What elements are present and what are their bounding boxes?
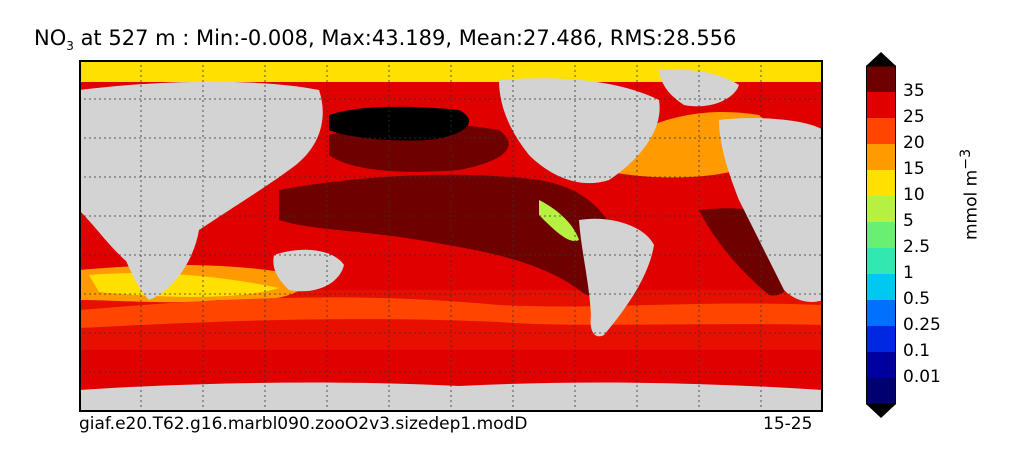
map-title: NO3 at 527 m : Min:-0.008, Max:43.189, M… [34,26,736,53]
land-africa [109,196,199,300]
colorbar-tick-label: 1 [903,263,914,283]
colorbar-segment [866,66,896,93]
colorbar-segment [866,248,896,275]
land-europe-africa-east [719,118,823,302]
land-south-america [579,218,654,337]
pacific-dark-red [279,174,619,298]
title-stats: at 527 m : Min:-0.008, Max:43.189, Mean:… [73,26,737,50]
colorbar-tick-label: 15 [903,159,925,179]
colorbar-tick-label: 0.5 [903,289,931,309]
bering-black-patch [329,106,469,141]
title-prefix: NO [34,26,67,50]
colorbar-tick-label: 10 [903,185,925,205]
colorbar-segment [866,92,896,119]
case-name-label: giaf.e20.T62.g16.marbl090.zooO2v3.sizede… [79,414,528,434]
east-pacific-upwelling [539,200,579,241]
map-gridlines [79,60,823,412]
colorbar-extend-bottom [866,404,896,418]
colorbar-segment [866,378,896,405]
colorbar-segment [866,352,896,379]
colorbar-tick-label: 0.1 [903,341,931,361]
colorbar-unit-label: mmol m−3 [958,149,982,240]
unit-text: mmol m [961,169,982,240]
land-north-america [499,78,660,184]
colorbar-segment [866,118,896,145]
land-australia [273,249,344,292]
land-greenland [659,69,739,107]
colorbar-tick-label: 2.5 [903,237,931,257]
colorbar-tick-label: 0.01 [903,367,941,387]
colorbar-tick-label: 5 [903,211,914,231]
colorbar-tick-label: 35 [903,81,925,101]
map-plot [79,60,823,412]
colorbar-tick-label: 0.25 [903,315,941,335]
years-label: 15-25 [763,414,813,434]
colorbar-segment [866,326,896,353]
colorbar-tick-label: 25 [903,107,925,127]
title-subscript: 3 [66,39,74,54]
colorbar [866,52,896,418]
colorbar-outline [866,65,896,405]
colorbar-extend-top [866,52,896,66]
colorbar-segment [866,300,896,327]
map-border [79,60,823,412]
colorbar-segment [866,144,896,171]
colorbar-segment [866,170,896,197]
colorbar-segment [866,274,896,301]
colorbar-tick-label: 20 [903,133,925,153]
colorbar-segment [866,222,896,249]
colorbar-segment [866,196,896,223]
unit-superscript: −3 [958,148,974,170]
land-antarctica [79,382,823,412]
